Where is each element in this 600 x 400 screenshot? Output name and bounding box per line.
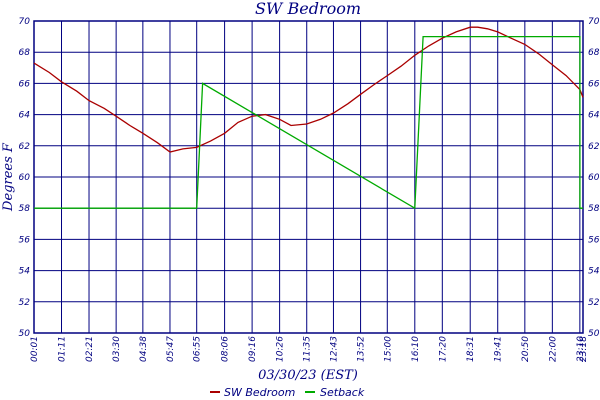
y-tick-label: 52 bbox=[588, 298, 600, 308]
y-tick-label: 60 bbox=[19, 173, 31, 183]
x-tick-label: 04:38 bbox=[139, 336, 149, 362]
x-tick-label: 10:26 bbox=[276, 336, 286, 362]
x-tick-label: 02:21 bbox=[85, 336, 95, 362]
y-tick-label: 50 bbox=[588, 329, 600, 339]
y-tick-label: 64 bbox=[588, 111, 600, 121]
x-axis-label: 03/30/23 (EST) bbox=[258, 368, 358, 383]
chart-title: SW Bedroom bbox=[255, 0, 361, 18]
x-tick-label: 09:16 bbox=[248, 336, 258, 362]
legend: SW Bedroom Setback bbox=[210, 386, 365, 399]
x-tick-label: 06:55 bbox=[193, 336, 203, 362]
x-tick-label: 08:06 bbox=[221, 336, 231, 362]
y-tick-label: 56 bbox=[588, 235, 600, 245]
y-tick-label: 60 bbox=[588, 173, 600, 183]
plot-border bbox=[33, 20, 584, 334]
legend-label: Setback bbox=[320, 386, 365, 399]
legend-label: SW Bedroom bbox=[224, 386, 295, 399]
y-tick-label: 68 bbox=[19, 48, 31, 58]
y-tick-label: 54 bbox=[588, 267, 600, 277]
x-tick-label: 19:41 bbox=[494, 336, 504, 362]
series-line-setback bbox=[34, 35, 583, 210]
y-tick-label: 52 bbox=[19, 298, 31, 308]
y-tick-label: 54 bbox=[19, 267, 31, 277]
y-tick-label: 70 bbox=[588, 17, 600, 27]
x-tick-label: 23:18 bbox=[579, 336, 589, 362]
y-axis-ticks-left: 50 52 54 56 58 60 62 64 66 68 70 bbox=[19, 17, 31, 339]
y-tick-label: 58 bbox=[19, 204, 31, 214]
y-axis-label: Degrees F bbox=[1, 142, 16, 212]
y-tick-label: 64 bbox=[19, 111, 31, 121]
x-tick-label: 18:31 bbox=[466, 336, 476, 362]
y-tick-label: 58 bbox=[588, 204, 600, 214]
x-tick-label: 17:20 bbox=[438, 336, 448, 362]
x-tick-label: 00:01 bbox=[30, 336, 40, 362]
y-tick-label: 66 bbox=[588, 79, 600, 89]
y-tick-label: 62 bbox=[588, 142, 600, 152]
x-tick-label: 20:50 bbox=[521, 336, 531, 362]
y-tick-label: 70 bbox=[19, 17, 31, 27]
x-tick-label: 01:11 bbox=[58, 336, 68, 362]
y-tick-label: 66 bbox=[19, 79, 31, 89]
y-axis-ticks-right: 50 52 54 56 58 60 62 64 66 68 70 bbox=[588, 17, 600, 339]
x-tick-label: 16:10 bbox=[411, 336, 421, 362]
y-tick-label: 62 bbox=[19, 142, 31, 152]
series-line-sw-bedroom bbox=[33, 26, 584, 153]
y-tick-label: 68 bbox=[588, 48, 600, 58]
x-tick-label: 03:30 bbox=[112, 336, 122, 362]
x-tick-label: 11:35 bbox=[303, 336, 313, 362]
y-tick-label: 50 bbox=[19, 329, 31, 339]
y-tick-label: 56 bbox=[19, 235, 31, 245]
x-tick-label: 22:00 bbox=[548, 336, 558, 362]
plot-area bbox=[33, 20, 584, 334]
x-tick-label: 13:52 bbox=[357, 336, 367, 362]
x-tick-label: 05:47 bbox=[166, 336, 176, 362]
x-axis-ticks: 00:01 01:11 02:21 03:30 04:38 05:47 06:55 08:06… bbox=[30, 336, 589, 362]
x-tick-label: 15:00 bbox=[383, 336, 393, 362]
x-tick-label: 23:10 bbox=[576, 336, 586, 362]
x-tick-label: 12:43 bbox=[329, 336, 339, 362]
